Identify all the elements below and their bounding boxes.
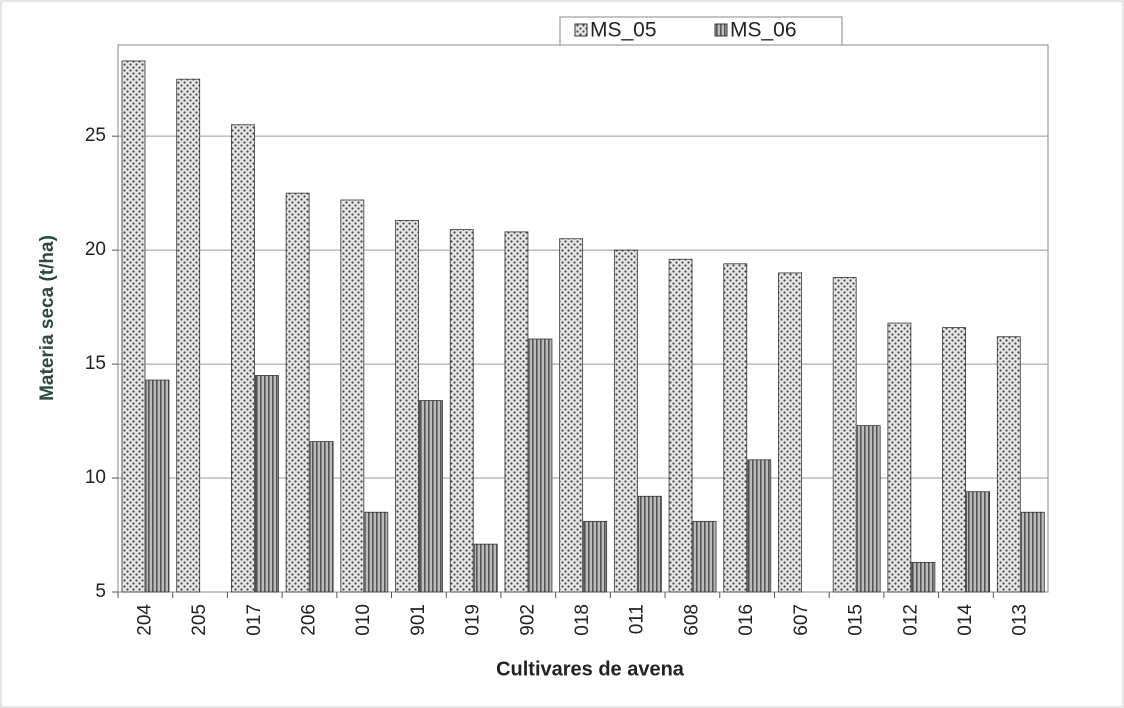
bar <box>395 220 419 593</box>
x-tick-label: 608 <box>681 604 702 636</box>
bar <box>285 192 310 593</box>
bar <box>723 263 748 593</box>
bar <box>747 459 772 593</box>
bar <box>583 520 608 593</box>
y-tick-label: 20 <box>85 239 106 260</box>
bar <box>832 277 857 593</box>
x-tick-label: 018 <box>572 604 593 636</box>
x-tick-label: 015 <box>846 604 867 636</box>
x-tick-label: 902 <box>517 604 538 636</box>
x-tick-label: 206 <box>298 604 319 636</box>
bar <box>559 238 584 593</box>
y-tick-label: 25 <box>85 125 106 146</box>
bar <box>668 258 693 593</box>
legend-box <box>559 16 843 46</box>
bar <box>637 495 662 593</box>
bar <box>911 561 936 593</box>
bar <box>692 520 717 593</box>
bar <box>942 327 966 593</box>
bar <box>1020 511 1045 593</box>
x-tick-label: 014 <box>955 604 976 636</box>
bar <box>449 229 474 593</box>
legend-swatch <box>574 23 588 37</box>
x-tick-label: 019 <box>463 604 484 636</box>
bar <box>340 199 365 593</box>
x-tick-label: 607 <box>791 604 812 636</box>
x-tick-label: 012 <box>900 604 921 636</box>
y-tick-label: 15 <box>85 353 106 374</box>
x-tick-label: 901 <box>408 604 429 636</box>
bar <box>613 249 638 593</box>
bar <box>528 338 553 593</box>
x-tick-label: 017 <box>244 604 265 636</box>
x-tick-label: 205 <box>189 604 210 636</box>
y-tick-label: 5 <box>95 581 106 602</box>
x-axis-title: Cultivares de avena <box>496 658 685 680</box>
legend-label: MS_06 <box>730 19 797 42</box>
x-tick-label: 013 <box>1010 604 1031 636</box>
x-tick-label: 204 <box>134 604 155 636</box>
bar <box>176 78 201 593</box>
bar <box>255 375 279 593</box>
bar <box>364 511 389 593</box>
x-tick-label: 011 <box>627 604 648 634</box>
bar <box>309 441 334 593</box>
legend-swatch <box>714 23 728 37</box>
bar <box>473 543 498 593</box>
bar <box>145 379 170 593</box>
bar <box>778 272 802 593</box>
bar <box>887 322 912 593</box>
bar <box>504 231 529 593</box>
bar <box>419 400 443 593</box>
y-axis-title: Materia seca (t/ha) <box>37 235 58 401</box>
x-tick-label: 010 <box>353 604 374 636</box>
bar <box>121 60 146 593</box>
bar <box>231 124 255 593</box>
bar <box>856 425 881 593</box>
bar <box>966 491 990 593</box>
legend-label: MS_05 <box>590 19 657 42</box>
x-tick-label: 016 <box>736 604 757 636</box>
bar <box>996 336 1021 593</box>
y-tick-label: 10 <box>85 467 106 488</box>
